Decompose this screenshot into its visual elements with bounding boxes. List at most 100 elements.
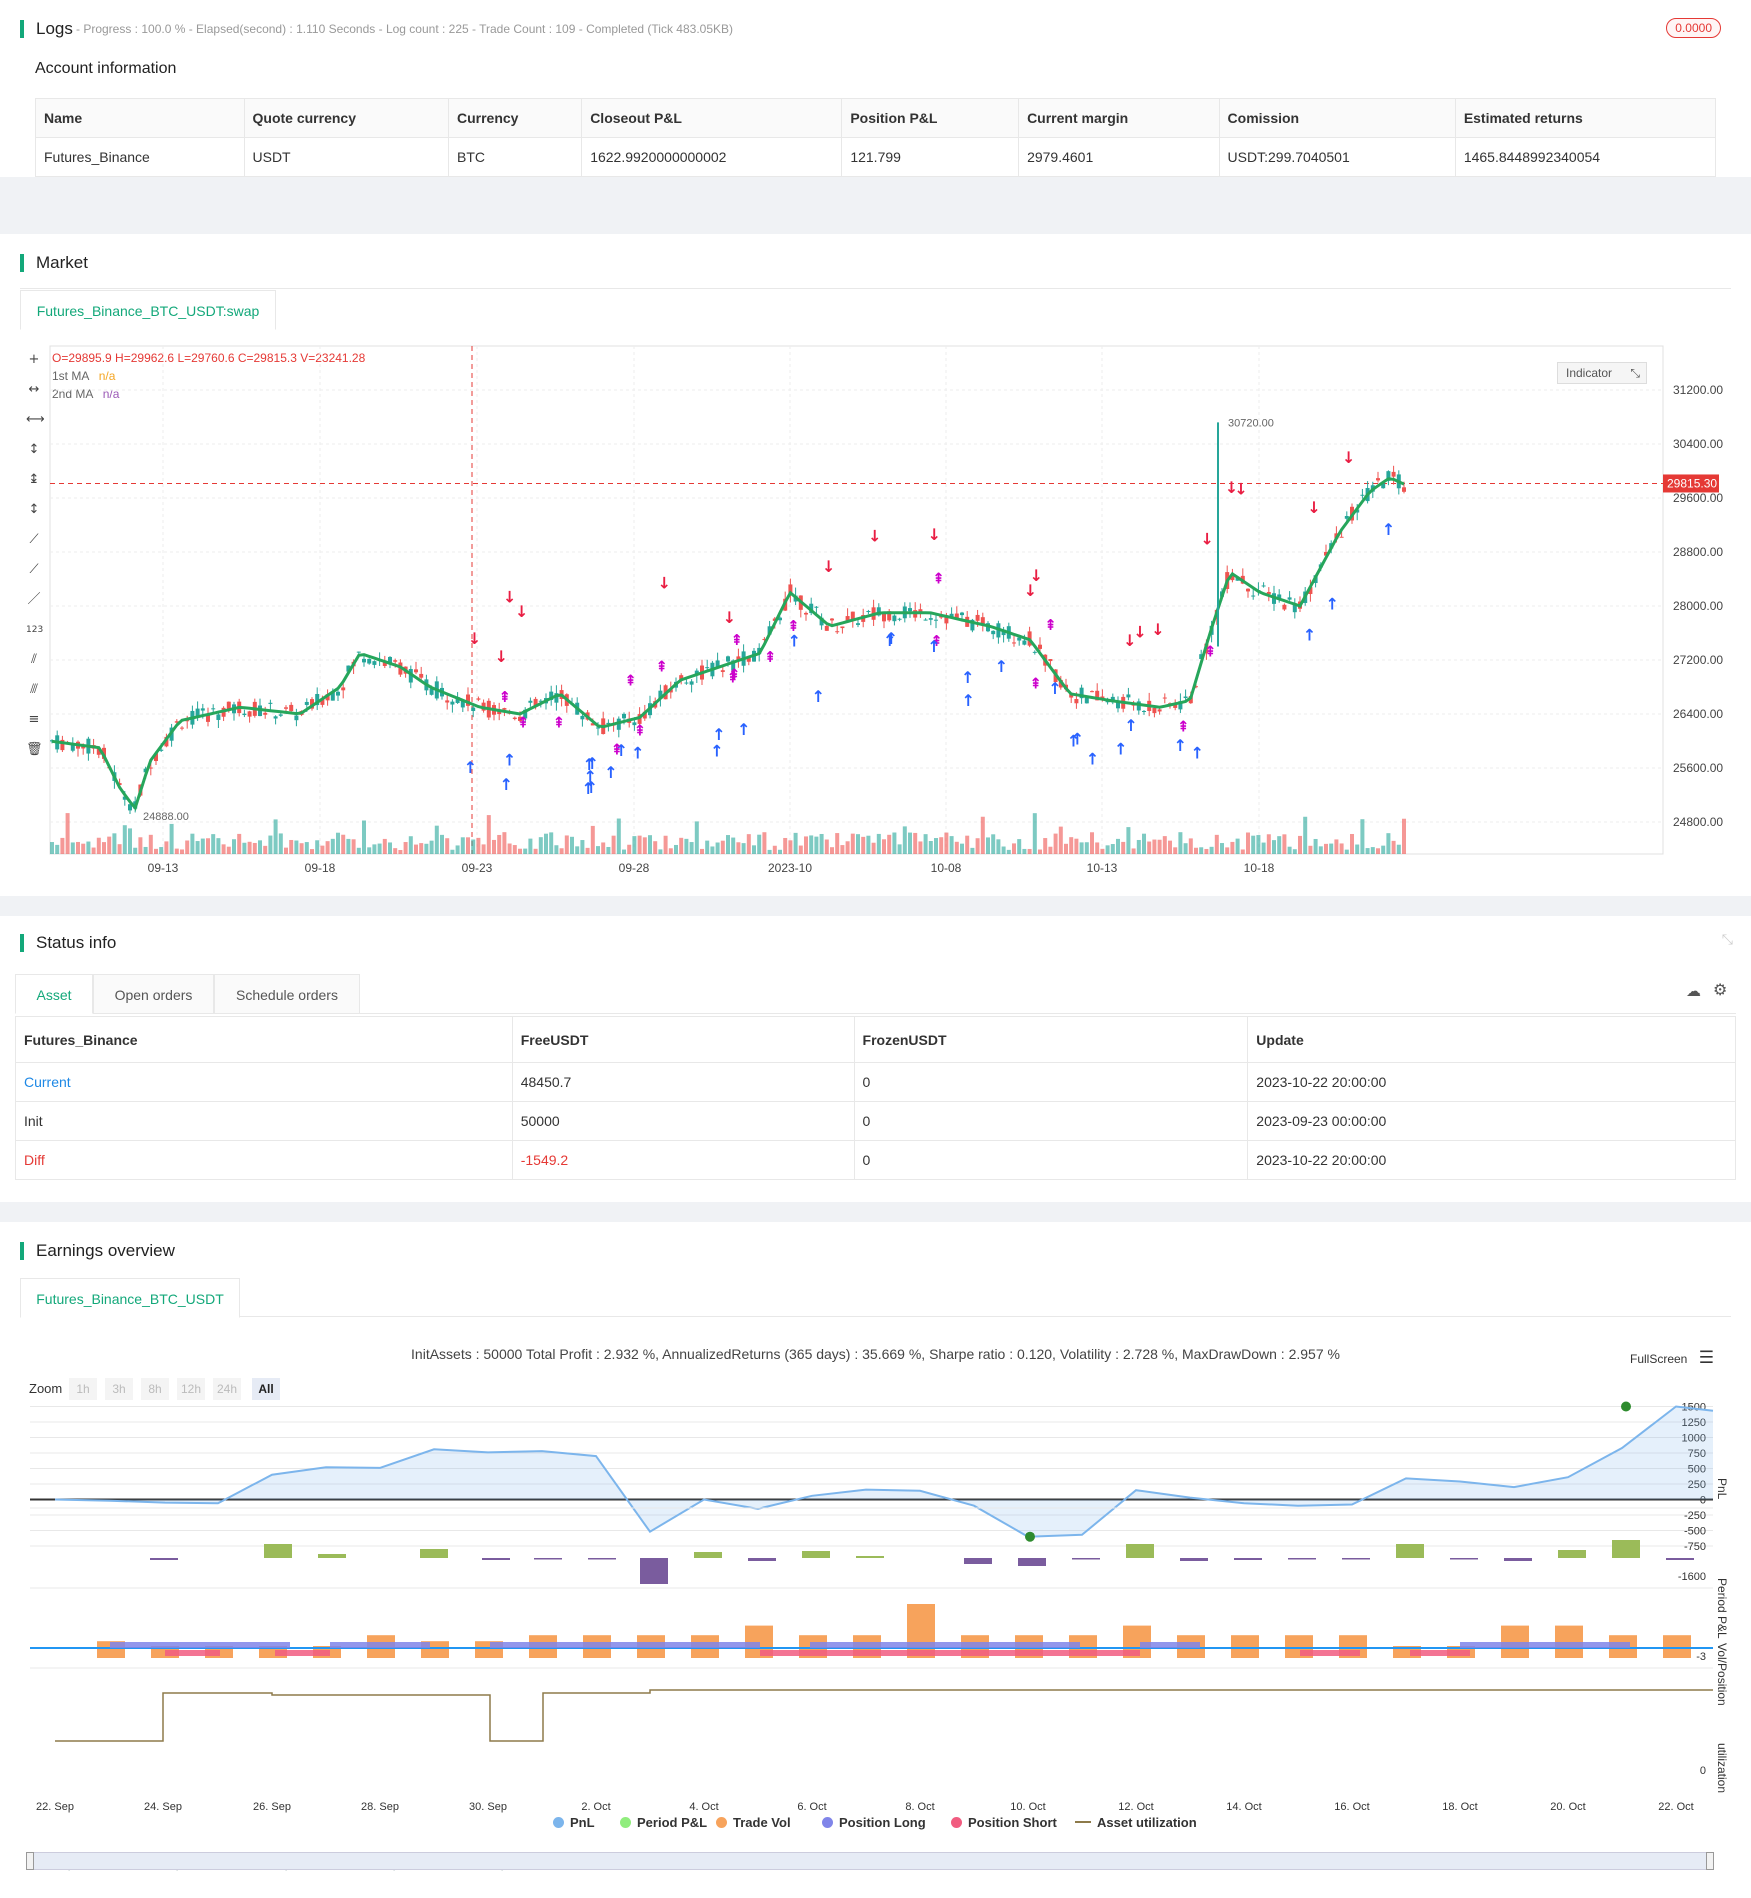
- account-header-cell: Closeout P&L: [581, 98, 843, 138]
- asset-cell: 0: [853, 1062, 1249, 1102]
- tab-schedule-orders[interactable]: Schedule orders: [214, 974, 360, 1014]
- volume-bar: [419, 843, 424, 854]
- volume-bar: [325, 841, 330, 854]
- legend-item[interactable]: Position Short: [951, 1815, 1057, 1830]
- fib-lines-icon[interactable]: ≡: [28, 712, 40, 727]
- candle-body: [200, 708, 205, 711]
- zoom-1h-button[interactable]: 1h: [69, 1378, 97, 1400]
- tab-asset[interactable]: Asset: [15, 974, 93, 1014]
- volume-bar: [1038, 849, 1042, 854]
- navigator-left-handle[interactable]: [26, 1852, 34, 1870]
- legend-item[interactable]: Trade Vol: [716, 1815, 791, 1830]
- logs-badge[interactable]: 0.0000: [1666, 18, 1721, 38]
- long-marker-icon: ↑: [582, 779, 595, 798]
- vertical-ray-icon[interactable]: ↨: [28, 472, 40, 487]
- crosshair-icon[interactable]: +: [28, 352, 40, 367]
- volume-bar: [341, 834, 346, 854]
- candle-body: [528, 700, 533, 703]
- candle-body: [445, 700, 450, 703]
- volume-bar: [91, 847, 96, 854]
- candle-body: [96, 748, 101, 755]
- tab-open-orders[interactable]: Open orders: [93, 974, 214, 1014]
- ohlc-readout: O=29895.9 H=29962.6 L=29760.6 C=29815.3 …: [52, 351, 366, 365]
- segment-line-icon[interactable]: ／: [27, 592, 41, 607]
- volume-bar: [221, 844, 226, 854]
- menu-icon[interactable]: ☰: [1698, 1348, 1714, 1368]
- account-header-cell: Quote currency: [243, 98, 449, 138]
- parallel-channel-icon[interactable]: ⫽: [31, 652, 37, 667]
- legend-item[interactable]: Asset utilization: [1075, 1815, 1197, 1830]
- download-icon[interactable]: ☁: [1686, 982, 1701, 1000]
- volume-bar: [497, 834, 502, 854]
- date-tick-label: 09-18: [305, 861, 336, 875]
- candle-body: [310, 699, 314, 709]
- legend-item[interactable]: Position Long: [822, 1815, 926, 1830]
- trend-line-icon[interactable]: ⟋: [29, 532, 39, 547]
- vertical-segment-icon[interactable]: ↕: [28, 502, 40, 517]
- close-marker-icon: ⇞: [499, 688, 512, 706]
- date-tick-label: 2023-10: [768, 861, 812, 875]
- price-tick-label: 28000.00: [1673, 599, 1723, 613]
- volume-bar: [897, 844, 902, 854]
- indicator-button[interactable]: Indicator ⤡: [1557, 362, 1647, 384]
- horizontal-line-icon[interactable]: ↔: [28, 382, 40, 397]
- volume-bar: [1131, 848, 1136, 854]
- volume-bar: [1313, 838, 1318, 854]
- trash-icon[interactable]: 🗑: [26, 742, 43, 757]
- volume-bar: [315, 840, 320, 854]
- volume-bar: [512, 845, 517, 854]
- candle-body: [65, 742, 70, 744]
- candle-body: [112, 772, 117, 781]
- candle-body: [1157, 709, 1162, 712]
- ray-line-icon[interactable]: ⟋: [29, 562, 39, 577]
- legend-item[interactable]: PnL: [553, 1815, 595, 1830]
- candle-body: [648, 703, 652, 716]
- volume-bar: [1188, 838, 1193, 854]
- volume-bar: [549, 832, 554, 854]
- zoom-3h-button[interactable]: 3h: [105, 1378, 133, 1400]
- zoom-all-button[interactable]: All: [252, 1378, 280, 1400]
- fullscreen-button[interactable]: FullScreen ☰: [1630, 1348, 1714, 1368]
- fibonacci-icon[interactable]: ⫻: [30, 682, 38, 697]
- short-marker-icon: ↓: [515, 602, 528, 621]
- candle-body: [887, 611, 892, 621]
- candle-body: [809, 603, 814, 614]
- long-marker-icon: ↑: [1086, 750, 1099, 769]
- zoom-8h-button[interactable]: 8h: [141, 1378, 169, 1400]
- candle-body: [814, 606, 819, 608]
- volume-bar: [1136, 839, 1141, 854]
- account-cell: 2979.4601: [1018, 137, 1220, 177]
- volume-bar: [398, 849, 403, 854]
- candlestick-chart[interactable]: 31200.00 30400.00 29600.00 28800.00 28000.00…: [0, 234, 1751, 896]
- navigator-bar[interactable]: [30, 1852, 1710, 1870]
- short-marker-icon: ↓: [503, 588, 516, 607]
- candle-body: [700, 665, 704, 680]
- volume-bar: [1142, 833, 1146, 854]
- tab-market-symbol[interactable]: Futures_Binance_BTC_USDT:swap: [20, 290, 276, 330]
- tab-earnings-symbol[interactable]: Futures_Binance_BTC_USDT: [20, 1278, 240, 1318]
- vertical-line-icon[interactable]: ↕: [28, 442, 40, 457]
- candle-body: [856, 623, 860, 625]
- horizontal-ray-icon[interactable]: ⟷: [26, 412, 45, 427]
- status-title: Status info: [20, 934, 116, 952]
- expand-icon[interactable]: ⤡: [1630, 366, 1640, 380]
- volume-bar: [570, 836, 574, 854]
- settings-gear-icon[interactable]: ⚙: [1713, 980, 1728, 999]
- zoom-12h-button[interactable]: 12h: [177, 1378, 205, 1400]
- candle-body: [996, 623, 1001, 638]
- navigator-right-handle[interactable]: [1706, 1852, 1714, 1870]
- candle-body: [1272, 593, 1276, 604]
- long-marker-icon: ↑: [1124, 716, 1137, 735]
- volume-bar: [1355, 844, 1360, 854]
- zoom-24h-button[interactable]: 24h: [213, 1378, 241, 1400]
- collapse-icon[interactable]: ⤡: [1721, 932, 1733, 948]
- candle-body: [304, 701, 309, 705]
- legend-item[interactable]: Period P&L: [620, 1815, 707, 1830]
- volume-bar: [60, 837, 65, 854]
- long-marker-icon: ↑: [710, 742, 723, 761]
- candle-body: [294, 715, 299, 721]
- price-label-icon[interactable]: 123: [26, 625, 44, 635]
- market-panel: Market Futures_Binance_BTC_USDT:swap + ↔…: [0, 234, 1751, 896]
- volume-bar: [668, 848, 673, 854]
- candle-body: [1318, 564, 1323, 568]
